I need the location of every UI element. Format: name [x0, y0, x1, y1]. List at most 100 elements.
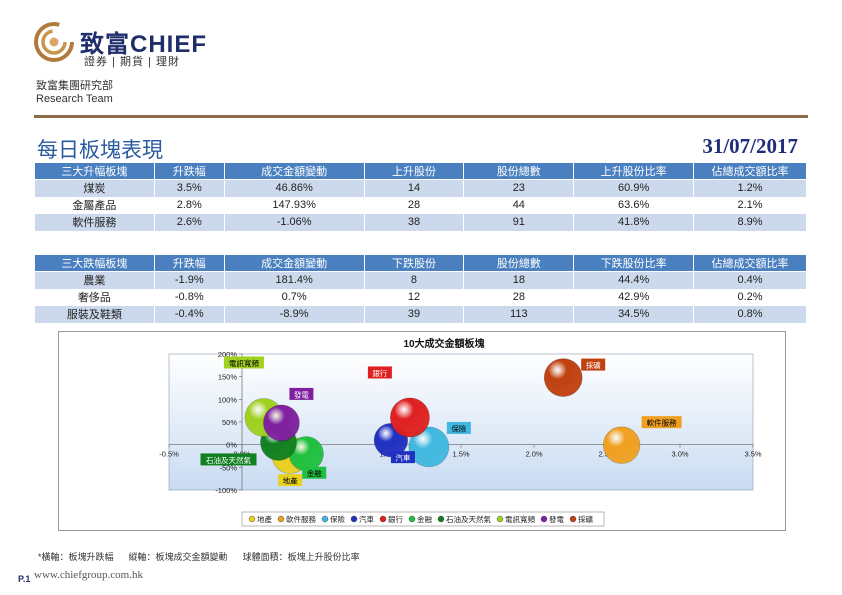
- y-tick-label: -100%: [215, 486, 237, 495]
- legend-marker: [248, 515, 256, 523]
- legend-marker: [321, 515, 329, 523]
- table-cell: 8: [363, 271, 465, 289]
- bubble-label: 金融: [307, 468, 322, 478]
- table-cell: 0.7%: [223, 288, 365, 306]
- legend-marker: [379, 515, 387, 523]
- table-cell: 44: [463, 196, 575, 214]
- table-cell: 113: [463, 305, 575, 323]
- table-cell: 農業: [34, 271, 155, 289]
- table-cell: 63.6%: [573, 196, 695, 214]
- table-header-row: 三大跌幅板塊 升跌幅 成交金額變動 下跌股份 股份總數 下跌股份比率 佔總成交額…: [34, 254, 807, 272]
- bubble-label-box: [200, 453, 257, 466]
- y-tick-label: 150%: [218, 373, 238, 382]
- bubble-label: 汽車: [395, 453, 410, 463]
- table-cell: 46.86%: [223, 179, 365, 197]
- bubble-label-box: [446, 421, 471, 434]
- table-cell: 42.9%: [573, 288, 695, 306]
- table-cell: 18: [463, 271, 575, 289]
- table-cell: 28: [463, 288, 575, 306]
- legend-marker: [496, 515, 504, 523]
- bubble-3: [408, 426, 450, 468]
- bubble-label-box: [641, 416, 682, 429]
- table-cell: 3.5%: [153, 179, 225, 197]
- bubble-5: [389, 397, 430, 438]
- brand-tagline: 證券 | 期貨 | 理財: [84, 56, 180, 68]
- department-block: 致富集團研究部 Research Team: [36, 80, 113, 106]
- table-cell: 91: [463, 213, 575, 231]
- report-date: 31/07/2017: [702, 134, 798, 158]
- bubble-chart-panel: 10大成交金額板塊-0.5%0.0%0.5%1.0%1.5%2.0%2.5%3.…: [58, 331, 786, 531]
- table-cell: -1.06%: [223, 213, 365, 231]
- chief-logo-icon: [34, 22, 74, 62]
- table-row: 農業 -1.9% 181.4% 8 18 44.4% 0.4%: [34, 271, 807, 289]
- table-cell: 金屬產品: [34, 196, 155, 214]
- top-losers-table: 三大跌幅板塊 升跌幅 成交金額變動 下跌股份 股份總數 下跌股份比率 佔總成交額…: [34, 254, 807, 323]
- header-divider: [34, 115, 808, 118]
- table-cell: 23: [463, 179, 575, 197]
- bubble-2: [602, 426, 641, 464]
- y-tick-label: 100%: [218, 395, 238, 404]
- footnote-x-axis: 橫軸：板塊升跌幅: [41, 552, 114, 562]
- footnote-marker: *: [38, 552, 42, 562]
- footnote-y-axis: 縱軸：板塊成交金額變動: [128, 552, 228, 562]
- table-cell: 0.2%: [693, 288, 807, 306]
- column-header: 佔總成交額比率: [693, 162, 807, 180]
- page-number: P.1: [18, 574, 31, 584]
- table-cell: 軟件服務: [34, 213, 155, 231]
- bubble-label: 地產: [283, 476, 298, 486]
- department-name: 致富集團研究部: [36, 80, 113, 92]
- legend-entry: 汽車: [359, 514, 374, 524]
- table-cell: -1.9%: [153, 271, 225, 289]
- legend-marker: [437, 515, 445, 523]
- legend-entry: 採礦: [578, 514, 593, 524]
- legend-marker: [540, 515, 548, 523]
- chart-title: 10大成交金額板塊: [403, 337, 484, 350]
- bubble-label-box: [367, 366, 392, 379]
- top-gainers-table: 三大升幅板塊 升跌幅 成交金額變動 上升股份 股份總數 上升股份比率 佔總成交額…: [34, 162, 807, 231]
- chart-footnote: *橫軸：板塊升跌幅 縱軸：板塊成交金額變動 球體面積：板塊上升股份比率: [38, 550, 360, 563]
- legend-entry: 電訊寬頻: [505, 514, 535, 524]
- department-name-en: Research Team: [36, 93, 113, 105]
- legend-entry: 發電: [549, 515, 564, 524]
- column-header: 成交金額變動: [223, 162, 365, 180]
- table-cell: 41.8%: [573, 213, 695, 231]
- x-tick-label: 1.5%: [452, 450, 469, 459]
- bubble-label: 銀行: [372, 368, 387, 378]
- column-header: 股份總數: [463, 162, 575, 180]
- footnote-bubble-size: 球體面積：板塊上升股份比率: [242, 552, 360, 562]
- legend-entry: 石油及天然氣: [446, 514, 491, 524]
- column-header: 三大升幅板塊: [34, 162, 155, 180]
- table-cell: 44.4%: [573, 271, 695, 289]
- bubble-label-box: [581, 358, 606, 371]
- table-row: 奢侈品 -0.8% 0.7% 12 28 42.9% 0.2%: [34, 288, 807, 306]
- bubble-label-box: [289, 387, 314, 400]
- table-cell: 39: [363, 305, 465, 323]
- table-cell: 煤炭: [34, 179, 155, 197]
- column-header: 下跌股份比率: [573, 254, 695, 272]
- table-cell: 1.2%: [693, 179, 807, 197]
- table-cell: 60.9%: [573, 179, 695, 197]
- table-cell: 181.4%: [223, 271, 365, 289]
- table-cell: -8.9%: [223, 305, 365, 323]
- x-tick-label: 2.0%: [525, 450, 542, 459]
- table-cell: -0.8%: [153, 288, 225, 306]
- legend-entry: 地產: [257, 514, 272, 524]
- y-tick-label: -50%: [219, 463, 237, 472]
- bubble-label: 軟件服務: [647, 418, 677, 428]
- table-cell: -0.4%: [153, 305, 225, 323]
- website-link[interactable]: www.chiefgroup.com.hk: [34, 569, 143, 581]
- table-cell: 147.93%: [223, 196, 365, 214]
- table-cell: 34.5%: [573, 305, 695, 323]
- bubble-label: 保險: [451, 423, 466, 433]
- table-row: 金屬產品 2.8% 147.93% 28 44 63.6% 2.1%: [34, 196, 807, 214]
- table-row: 煤炭 3.5% 46.86% 14 23 60.9% 1.2%: [34, 179, 807, 197]
- table-cell: 28: [363, 196, 465, 214]
- column-header: 佔總成交額比率: [693, 254, 807, 272]
- bubble-chart: 10大成交金額板塊-0.5%0.0%0.5%1.0%1.5%2.0%2.5%3.…: [159, 337, 762, 527]
- table-cell: 奢侈品: [34, 288, 155, 306]
- table-cell: 38: [363, 213, 465, 231]
- legend-box: [241, 511, 605, 527]
- table-cell: 0.4%: [693, 271, 807, 289]
- x-tick-label: -0.5%: [159, 450, 179, 459]
- table-cell: 2.6%: [153, 213, 225, 231]
